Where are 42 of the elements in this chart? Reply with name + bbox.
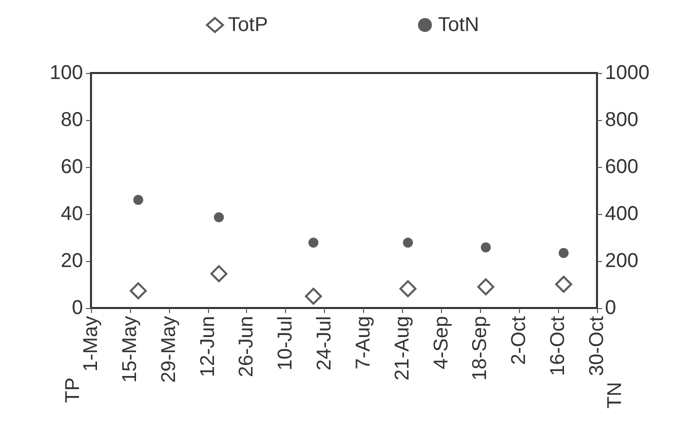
- x-tick-label: 1-May: [80, 316, 102, 372]
- point: [130, 282, 147, 300]
- legend-label: TotN: [438, 14, 480, 36]
- y-tick-label: 20: [60, 250, 83, 272]
- point: [480, 242, 491, 252]
- point: [558, 248, 569, 258]
- x-tick-label: 16-Oct: [547, 316, 570, 376]
- y2-tick-label: 400: [605, 203, 638, 225]
- x-tick-label: 2-Oct: [508, 316, 530, 365]
- x-tick-label: 18-Sep: [469, 316, 492, 380]
- y-tick-label: 100: [50, 62, 83, 84]
- point: [210, 265, 228, 282]
- point: [133, 194, 144, 205]
- x-tick-label: 29-May: [158, 316, 180, 383]
- x-tick-label: 26-Jun: [236, 316, 258, 378]
- y2-tick-label: 1000: [605, 62, 650, 84]
- y2-tick-label: 600: [605, 156, 638, 178]
- point: [399, 280, 416, 298]
- y-tick-label: 80: [60, 109, 83, 131]
- point: [402, 238, 413, 248]
- y-tick-label: 0: [72, 297, 83, 319]
- point: [214, 212, 224, 222]
- x-tick-label: 21-Aug: [391, 316, 414, 380]
- x-tick-label: 10-Jul: [274, 316, 297, 370]
- point: [304, 288, 322, 305]
- point: [477, 278, 494, 296]
- x-tick-label: 30-Oct: [586, 316, 608, 376]
- y-tick-label: 40: [60, 203, 83, 225]
- x-tick-label: 15-May: [118, 316, 141, 383]
- x-tick-label: 7-Aug: [352, 316, 374, 370]
- x-tick-label: 12-Jun: [196, 316, 219, 378]
- x-tick-label: 24-Jul: [314, 316, 336, 370]
- y2-tick-label: 200: [605, 250, 638, 272]
- y2-tick-label: 0: [605, 297, 616, 319]
- point: [308, 238, 318, 248]
- y2-tick-label: 800: [605, 109, 638, 131]
- y-axis-title: TP: [62, 377, 84, 404]
- point: [555, 276, 572, 293]
- y2-axis-title: TN: [604, 382, 626, 409]
- legend-label: TotP: [228, 14, 268, 36]
- x-tick-label: 4-Sep: [430, 316, 452, 370]
- y-tick-label: 60: [60, 156, 83, 178]
